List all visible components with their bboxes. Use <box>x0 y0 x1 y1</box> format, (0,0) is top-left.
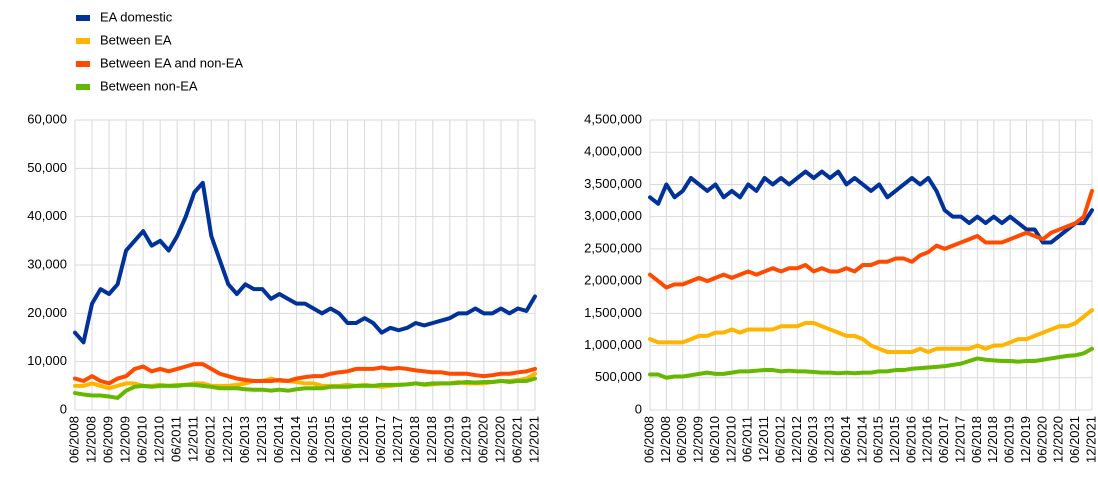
x-tick-label: 06/2010 <box>707 416 722 463</box>
x-tick-label: 12/2019 <box>458 416 473 463</box>
x-tick-label: 06/2014 <box>838 416 853 463</box>
x-tick-label: 06/2011 <box>740 416 755 462</box>
y-tick-label: 1,500,000 <box>584 305 642 320</box>
y-tick-label: 4,500,000 <box>584 111 642 126</box>
legend-swatch <box>76 38 90 44</box>
y-tick-label: 2,500,000 <box>584 240 642 255</box>
legend-label: Between non-EA <box>100 78 198 93</box>
y-tick-label: 40,000 <box>27 208 67 223</box>
x-tick-label: 12/2015 <box>887 416 902 463</box>
series-line <box>648 308 1094 354</box>
x-tick-label: 06/2012 <box>772 416 787 463</box>
x-tick-label: 06/2016 <box>903 416 918 463</box>
x-tick-label: 12/2020 <box>1051 416 1066 463</box>
x-tick-label: 06/2019 <box>441 416 456 463</box>
x-tick-label: 12/2016 <box>920 416 935 463</box>
y-tick-label: 500,000 <box>595 369 642 384</box>
x-tick-label: 12/2020 <box>492 416 507 463</box>
x-tick-label: 12/2010 <box>152 416 167 463</box>
x-tick-label: 06/2011 <box>169 416 184 462</box>
y-tick-label: 3,000,000 <box>584 208 642 223</box>
y-tick-label: 1,000,000 <box>584 337 642 352</box>
x-tick-label: 12/2013 <box>254 416 269 463</box>
x-tick-label: 12/2014 <box>854 416 869 463</box>
x-tick-label: 06/2017 <box>373 416 388 463</box>
y-tick-label: 4,000,000 <box>584 144 642 159</box>
x-tick-label: 12/2017 <box>390 416 405 463</box>
x-tick-label: 06/2008 <box>641 416 656 463</box>
x-tick-label: 06/2014 <box>271 416 286 463</box>
y-tick-label: 30,000 <box>27 256 67 271</box>
x-tick-label: 06/2016 <box>339 416 354 463</box>
x-tick-label: 12/2008 <box>658 416 673 463</box>
x-tick-label: 12/2011 <box>756 416 771 462</box>
x-tick-label: 12/2011 <box>186 416 201 462</box>
series-line <box>73 180 537 345</box>
x-tick-label: 12/2017 <box>952 416 967 463</box>
x-tick-label: 06/2020 <box>1034 416 1049 463</box>
x-tick-label: 12/2019 <box>1018 416 1033 463</box>
x-tick-label: 12/2009 <box>118 416 133 463</box>
x-tick-label: 12/2008 <box>83 416 98 463</box>
y-tick-label: 2,000,000 <box>584 273 642 288</box>
x-tick-label: 12/2018 <box>424 416 439 463</box>
x-tick-label: 06/2010 <box>135 416 150 463</box>
x-tick-label: 06/2018 <box>407 416 422 463</box>
x-tick-label: 06/2017 <box>936 416 951 463</box>
x-tick-label: 12/2013 <box>822 416 837 463</box>
legend-swatch <box>76 84 90 90</box>
x-tick-label: 06/2013 <box>237 416 252 463</box>
y-tick-label: 10,000 <box>27 353 67 368</box>
series-line <box>648 169 1094 245</box>
x-tick-label: 06/2009 <box>101 416 116 463</box>
x-tick-label: 12/2015 <box>322 416 337 463</box>
legend-swatch <box>76 61 90 67</box>
legend-swatch <box>76 15 90 21</box>
y-tick-label: 3,500,000 <box>584 176 642 191</box>
series-line <box>73 362 537 386</box>
y-tick-label: 0 <box>60 401 67 416</box>
x-tick-label: 06/2012 <box>203 416 218 463</box>
series-line <box>648 188 1094 290</box>
x-tick-label: 12/2012 <box>789 416 804 463</box>
x-tick-label: 12/2021 <box>526 416 541 463</box>
x-tick-label: 12/2012 <box>220 416 235 463</box>
x-tick-label: 12/2010 <box>723 416 738 463</box>
x-tick-label: 06/2008 <box>66 416 81 463</box>
x-tick-label: 12/2016 <box>356 416 371 463</box>
x-tick-label: 12/2018 <box>985 416 1000 463</box>
x-tick-label: 06/2009 <box>674 416 689 463</box>
x-tick-label: 12/2014 <box>288 416 303 463</box>
x-tick-label: 06/2020 <box>475 416 490 463</box>
y-tick-label: 60,000 <box>27 111 67 126</box>
legend-label: Between EA <box>100 32 172 47</box>
legend-label: Between EA and non-EA <box>100 55 243 70</box>
series-line <box>648 346 1094 380</box>
x-tick-label: 06/2018 <box>969 416 984 463</box>
x-tick-label: 12/2021 <box>1083 416 1098 463</box>
x-tick-label: 06/2015 <box>871 416 886 463</box>
x-tick-label: 06/2013 <box>805 416 820 463</box>
y-tick-label: 20,000 <box>27 305 67 320</box>
y-tick-label: 50,000 <box>27 160 67 175</box>
y-tick-label: 0 <box>635 401 642 416</box>
x-tick-label: 06/2021 <box>509 416 524 463</box>
x-tick-label: 12/2009 <box>691 416 706 463</box>
x-tick-label: 06/2021 <box>1067 416 1082 463</box>
x-tick-label: 06/2015 <box>305 416 320 463</box>
x-tick-label: 06/2019 <box>1002 416 1017 463</box>
series-line <box>73 376 537 400</box>
legend-label: EA domestic <box>100 9 173 24</box>
